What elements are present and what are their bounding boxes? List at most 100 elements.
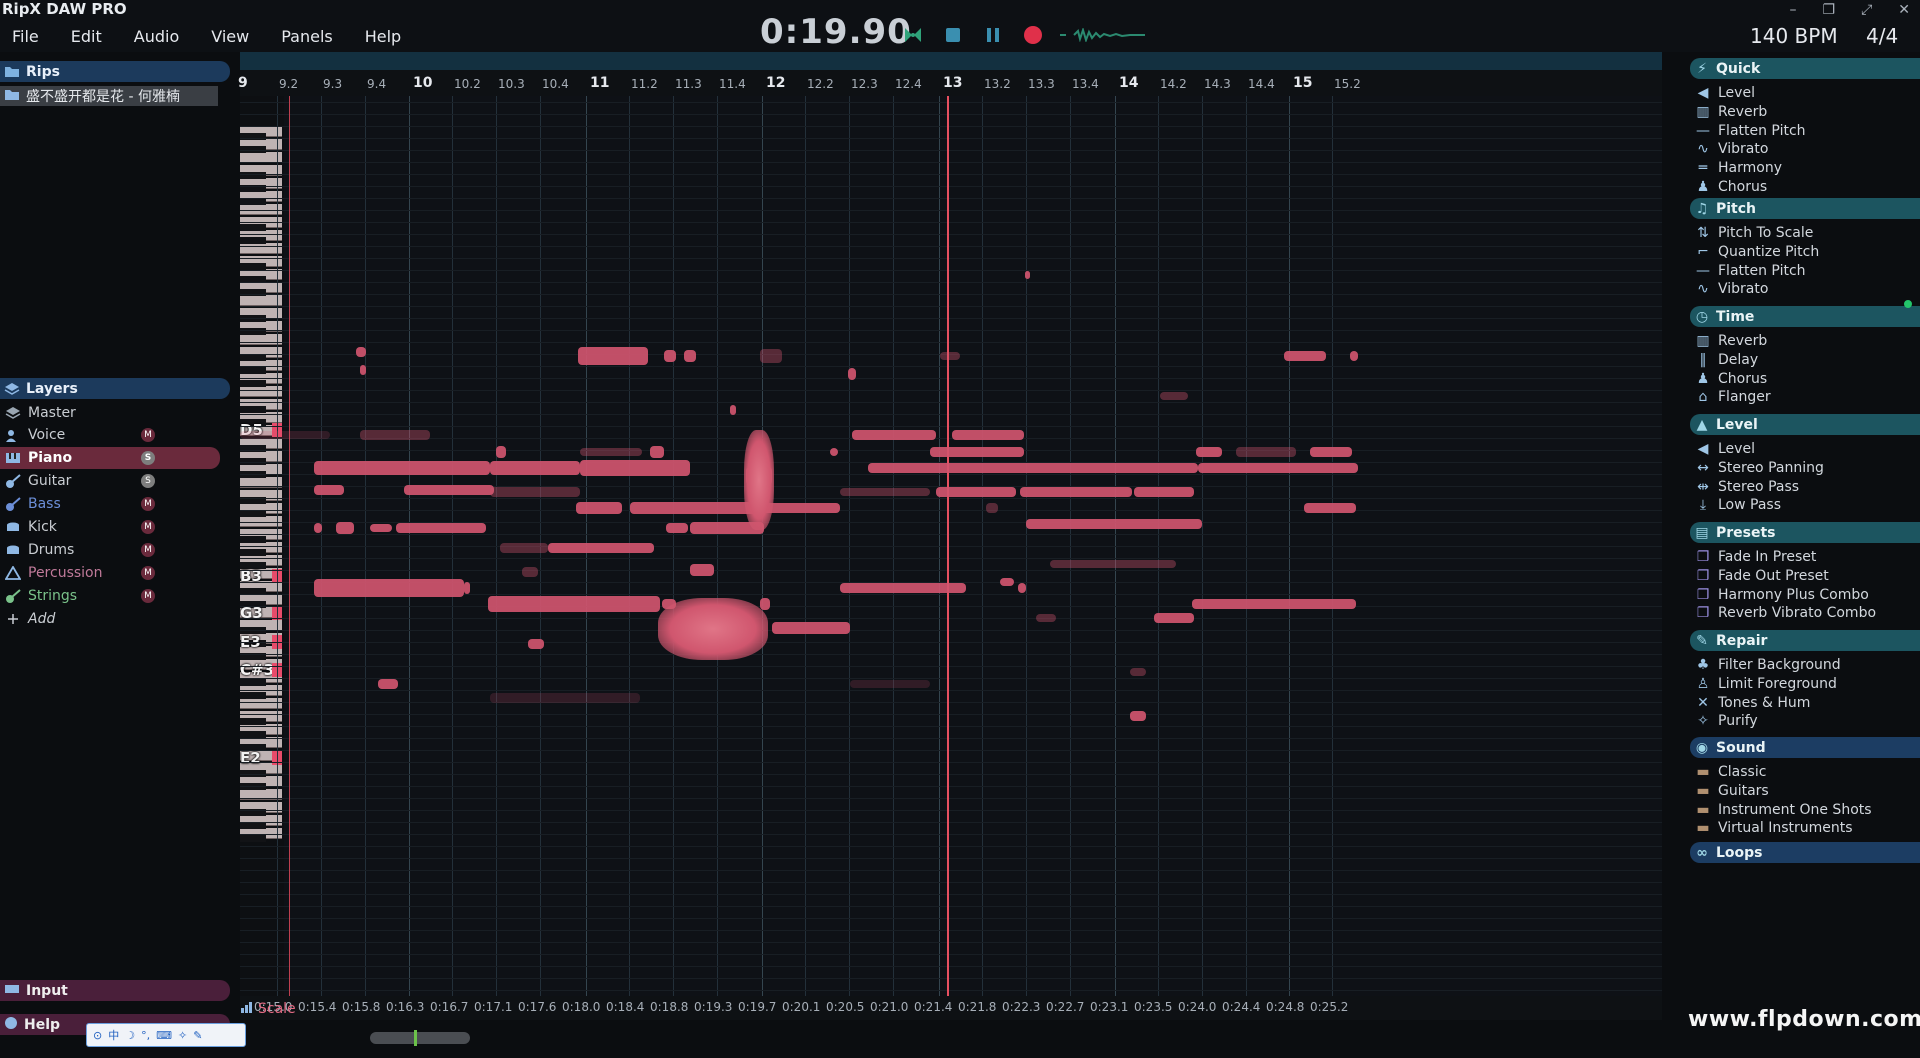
ruler-strip[interactable] <box>240 52 1662 70</box>
note-blob[interactable] <box>658 598 768 660</box>
black-key[interactable] <box>240 601 266 608</box>
note-blob[interactable] <box>378 679 398 689</box>
black-key[interactable] <box>240 263 266 270</box>
black-key[interactable] <box>240 653 266 660</box>
white-key[interactable] <box>240 477 282 488</box>
time-axis[interactable]: 0:15.0 0:15.4 0:15.8 0:16.3 0:16.7 0:17.1 0:17… <box>240 996 1662 1020</box>
white-key[interactable] <box>240 750 282 761</box>
black-key[interactable] <box>240 224 266 231</box>
layer-drums[interactable]: Drums M <box>0 539 220 561</box>
tool-delay[interactable]: ‖ Delay <box>1694 349 1759 371</box>
black-key[interactable] <box>240 731 266 738</box>
note-blob[interactable] <box>490 693 640 703</box>
ime-chinese-icon[interactable]: 中 <box>108 1029 120 1042</box>
note-blob[interactable] <box>490 487 580 497</box>
note-blob[interactable] <box>578 347 648 365</box>
section-loops-header[interactable]: ∞ Loops <box>1690 842 1920 863</box>
note-blob[interactable] <box>580 448 642 456</box>
tool-reverb-vibrato-combo[interactable]: ❐ Reverb Vibrato Combo <box>1694 602 1876 624</box>
tool-reverb[interactable]: ▥ Reverb <box>1694 101 1767 123</box>
tool-tones-hum[interactable]: ✕ Tones & Hum <box>1694 692 1810 714</box>
note-blob[interactable] <box>1192 599 1356 609</box>
note-blob[interactable] <box>650 446 664 458</box>
note-blob[interactable] <box>314 485 344 495</box>
black-key[interactable] <box>240 289 266 296</box>
ime-keyboard-icon[interactable]: ⌨ <box>156 1028 172 1042</box>
add-layer-button[interactable]: Add <box>0 608 220 630</box>
note-blob[interactable] <box>1036 614 1056 622</box>
ime-moon-icon[interactable]: ☽ <box>125 1028 136 1042</box>
note-blob[interactable] <box>690 522 764 534</box>
black-key[interactable] <box>240 406 266 413</box>
layer-master[interactable]: Master <box>0 402 220 424</box>
tool-quantize-pitch[interactable]: ⌐ Quantize Pitch <box>1694 241 1819 263</box>
menu-view[interactable]: View <box>211 27 250 46</box>
menu-file[interactable]: File <box>12 27 39 46</box>
section-level-header[interactable]: ▲ Level <box>1690 414 1920 435</box>
black-key[interactable] <box>240 835 266 842</box>
layers-header[interactable]: Layers <box>0 378 230 399</box>
black-key[interactable] <box>240 822 266 829</box>
section-quick-header[interactable]: ⚡ Quick <box>1690 58 1920 79</box>
black-key[interactable] <box>240 536 266 543</box>
black-key[interactable] <box>240 133 266 140</box>
note-blob[interactable] <box>464 582 470 594</box>
note-blob[interactable] <box>630 502 760 514</box>
black-key[interactable] <box>240 588 266 595</box>
black-key[interactable] <box>240 172 266 179</box>
note-blob[interactable] <box>760 349 782 363</box>
section-presets-header[interactable]: ▤ Presets <box>1690 522 1920 543</box>
tool-flatten-pitch[interactable]: — Flatten Pitch <box>1694 120 1806 142</box>
tool-classic[interactable]: ▬ Classic <box>1694 761 1766 783</box>
white-key[interactable] <box>240 295 282 306</box>
black-key[interactable] <box>240 445 266 452</box>
layer-bass[interactable]: Bass M <box>0 493 220 515</box>
note-blob[interactable] <box>488 596 660 612</box>
black-key[interactable] <box>240 276 266 283</box>
black-key[interactable] <box>240 354 266 361</box>
note-blob[interactable] <box>760 598 770 610</box>
record-button[interactable] <box>1020 22 1046 48</box>
black-key[interactable] <box>240 692 266 699</box>
note-blob[interactable] <box>1304 503 1356 513</box>
note-blob[interactable] <box>1130 711 1146 721</box>
black-key[interactable] <box>240 497 266 504</box>
note-blob[interactable] <box>500 543 548 553</box>
black-key[interactable] <box>240 198 266 205</box>
note-blob[interactable] <box>868 463 1198 473</box>
tool-harmony[interactable]: ═ Harmony <box>1694 157 1782 179</box>
scale-button[interactable]: Scale <box>240 1000 296 1018</box>
note-blob[interactable] <box>1000 578 1014 586</box>
tool-vibrato[interactable]: ∿ Vibrato <box>1694 138 1768 160</box>
note-blob[interactable] <box>936 487 1016 497</box>
white-key[interactable] <box>240 386 282 397</box>
black-key[interactable] <box>240 185 266 192</box>
note-blob[interactable] <box>1026 519 1202 529</box>
time-signature[interactable]: 4/4 <box>1866 24 1899 48</box>
black-key[interactable] <box>240 770 266 777</box>
tool-harmony-plus-combo[interactable]: ❐ Harmony Plus Combo <box>1694 584 1869 606</box>
section-sound-header[interactable]: ◉ Sound <box>1690 737 1920 758</box>
mute-badge[interactable]: M <box>141 566 155 580</box>
layer-piano[interactable]: Piano S <box>0 447 220 469</box>
note-blob[interactable] <box>840 583 966 593</box>
layer-percussion[interactable]: Percussion M <box>0 562 220 584</box>
solo-badge[interactable]: S <box>141 474 155 488</box>
note-blob[interactable] <box>684 350 696 362</box>
input-header[interactable]: Input <box>0 980 230 1001</box>
note-blob[interactable] <box>760 503 840 513</box>
section-pitch-header[interactable]: ♫ Pitch <box>1690 198 1920 219</box>
note-blob[interactable] <box>664 350 676 362</box>
note-blob[interactable] <box>548 543 654 553</box>
note-blob[interactable] <box>404 485 494 495</box>
note-blob[interactable] <box>1025 271 1030 279</box>
tool-fade-out-preset[interactable]: ❐ Fade Out Preset <box>1694 565 1829 587</box>
rip-item[interactable]: 盛不盛开都是花 - 何雅楠 <box>0 86 218 106</box>
close-icon[interactable]: ✕ <box>1898 2 1910 18</box>
ime-toolbar[interactable]: ⊙ 中 ☽ °, ⌨ ✧ ✎ <box>86 1023 246 1047</box>
note-blob[interactable] <box>1134 487 1194 497</box>
tool-limit-foreground[interactable]: ♙ Limit Foreground <box>1694 673 1837 695</box>
note-blob[interactable] <box>1350 351 1358 361</box>
tool-low-pass[interactable]: ⤓ Low Pass <box>1694 494 1781 516</box>
note-blob[interactable] <box>852 430 936 440</box>
